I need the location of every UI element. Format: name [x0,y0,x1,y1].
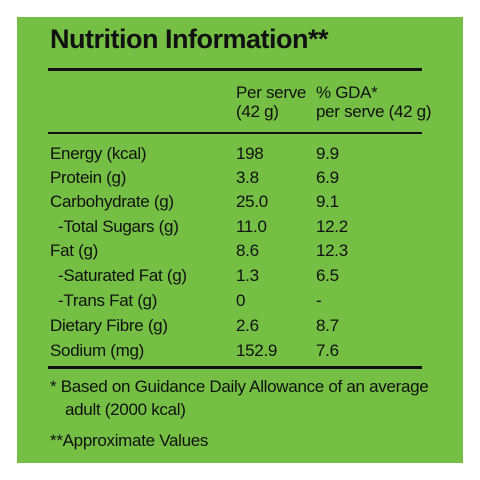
header-gda-line1: % GDA* [316,83,378,102]
gda-value: 12.2 [316,217,348,236]
header-rule [48,132,422,134]
gda-value: 6.9 [316,168,339,187]
gda-value: 12.3 [316,241,348,260]
header-gda-line2: per serve (42 g) [316,102,432,121]
per-serve-value: 25.0 [236,192,268,211]
top-rule [48,68,422,71]
per-serve-value: 3.8 [236,168,259,187]
footnote-gda-line2: adult (2000 kcal) [65,400,186,419]
per-serve-value: 152.9 [236,341,278,360]
bottom-rule [48,366,422,369]
per-serve-value: 8.6 [236,241,259,260]
gda-value: 6.5 [316,266,339,285]
per-serve-value: 1.3 [236,266,259,285]
gda-value: 7.6 [316,341,339,360]
nutrient-label: Sodium (mg) [50,341,145,360]
per-serve-value: 198 [236,144,264,163]
nutrient-label: Energy (kcal) [50,144,147,163]
footnote-gda-line1: * Based on Guidance Daily Allowance of a… [50,377,429,396]
gda-value: 9.9 [316,144,339,163]
nutrient-label: -Saturated Fat (g) [58,266,187,285]
footnote-approx: **Approximate Values [50,431,209,450]
nutrient-label: -Total Sugars (g) [58,217,179,236]
per-serve-value: 0 [236,291,246,310]
nutrient-label: -Trans Fat (g) [58,291,158,310]
nutrient-label: Dietary Fibre (g) [50,316,168,335]
header-per-serve-line1: Per serve [236,83,307,102]
header-per-serve-line2: (42 g) [236,102,279,121]
nutrient-label: Protein (g) [50,168,127,187]
per-serve-value: 11.0 [236,217,267,236]
nutrition-panel [17,17,463,463]
nutrition-title: Nutrition Information** [50,24,328,54]
gda-value: 9.1 [316,192,339,211]
gda-value: - [316,291,322,310]
nutrient-label: Fat (g) [50,241,98,260]
nutrient-label: Carbohydrate (g) [50,192,174,211]
gda-value: 8.7 [316,316,339,335]
per-serve-value: 2.6 [236,316,259,335]
